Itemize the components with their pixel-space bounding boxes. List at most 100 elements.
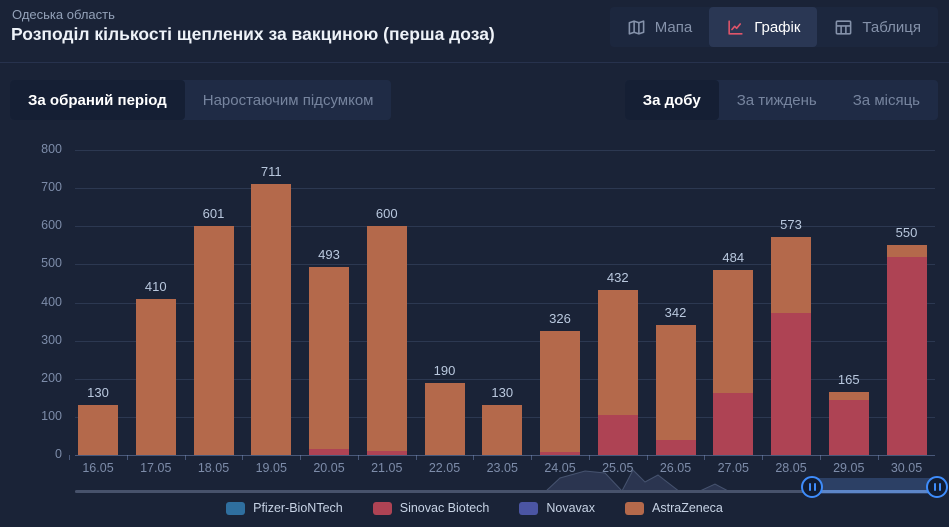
chart-legend: Pfizer-BioNTech Sinovac Biotech Novavax Ast… (0, 501, 949, 515)
bar-segment-AstraZeneca[interactable] (366, 226, 407, 452)
bar-value-label: 550 (895, 225, 918, 241)
x-axis-tick-label: 21.05 (371, 461, 403, 475)
x-axis-tick (415, 455, 417, 460)
tab-map-label: Мапа (654, 18, 693, 36)
bar-value-label: 130 (87, 385, 109, 401)
bar-25.05[interactable] (597, 290, 638, 455)
bar-segment-Sinovac Biotech[interactable] (597, 414, 638, 455)
bar-segment-AstraZeneca[interactable] (886, 245, 927, 257)
x-axis-tick (531, 455, 533, 460)
bar-segment-Sinovac Biotech[interactable] (366, 451, 407, 455)
tab-chart[interactable]: Графік (709, 7, 818, 47)
x-axis-tick-label: 30.05 (890, 461, 923, 475)
navigator-right-handle[interactable] (926, 476, 948, 498)
x-axis-tick (704, 455, 706, 460)
bar-segment-AstraZeneca[interactable] (655, 324, 696, 440)
navigator-track[interactable] (75, 490, 812, 493)
x-axis-tick (69, 455, 71, 460)
bar-segment-AstraZeneca[interactable] (540, 330, 580, 452)
x-axis-tick (762, 455, 764, 460)
x-axis-tick-label: 22.05 (428, 461, 461, 475)
table-icon (834, 18, 853, 37)
tab-table[interactable]: Таблиця (817, 7, 938, 47)
bar-value-label: 493 (318, 247, 340, 263)
gridline (75, 340, 935, 342)
bar-segment-Sinovac Biotech[interactable] (771, 313, 811, 455)
legend-label: AstraZeneca (652, 501, 723, 515)
bar-segment-AstraZeneca[interactable] (424, 382, 465, 455)
bar-segment-AstraZeneca[interactable] (135, 298, 176, 455)
gridline (75, 302, 935, 304)
bar-20.05[interactable] (309, 267, 349, 455)
x-axis-tick (357, 455, 359, 460)
bar-23.05[interactable] (482, 405, 523, 455)
bar-segment-Sinovac Biotech[interactable] (540, 451, 580, 455)
chart-icon (726, 18, 745, 37)
bar-segment-AstraZeneca[interactable] (193, 225, 234, 455)
bar-value-label: 410 (144, 278, 167, 294)
bar-segment-Sinovac Biotech[interactable] (886, 256, 927, 455)
bar-value-label: 600 (375, 206, 398, 222)
bar-segment-Sinovac Biotech[interactable] (828, 399, 869, 455)
bar-segment-AstraZeneca[interactable] (828, 392, 869, 400)
y-axis-tick-label: 700 (41, 180, 62, 195)
y-axis-tick-label: 400 (41, 294, 62, 309)
bar-value-label: 484 (722, 250, 745, 266)
bar-value-label: 190 (433, 362, 456, 378)
bar-segment-AstraZeneca[interactable] (597, 290, 638, 415)
bar-28.05[interactable] (771, 236, 811, 455)
legend-swatch (519, 501, 539, 515)
x-axis-tick (588, 455, 590, 460)
bar-segment-Sinovac Biotech[interactable] (309, 449, 349, 455)
x-axis-tick-label: 19.05 (255, 461, 287, 475)
legend-item-Sinovac Biotech[interactable]: Sinovac Biotech (372, 501, 490, 515)
legend-item-Novavax[interactable]: Novavax (519, 501, 595, 515)
bar-value-label: 711 (260, 163, 282, 179)
legend-swatch (372, 501, 392, 515)
bar-segment-AstraZeneca[interactable] (771, 236, 811, 314)
legend-swatch (625, 501, 645, 515)
bar-segment-AstraZeneca[interactable] (251, 183, 292, 455)
toggle-selected-period[interactable]: За обраний період (10, 80, 185, 120)
bar-27.05[interactable] (713, 270, 754, 455)
bar-value-label: 432 (606, 270, 629, 286)
bar-segment-Sinovac Biotech[interactable] (655, 439, 696, 455)
map-icon (627, 18, 646, 37)
gridline (75, 226, 935, 228)
bar-segment-AstraZeneca[interactable] (713, 270, 754, 394)
bar-segment-Sinovac Biotech[interactable] (713, 393, 754, 455)
toggle-cumulative[interactable]: Наростаючим підсумком (202, 91, 374, 109)
gridline (75, 378, 935, 380)
navigator-left-handle[interactable] (801, 476, 823, 498)
pause-icon (808, 483, 811, 491)
tab-map[interactable]: Мапа (610, 7, 709, 47)
toggle-per-month[interactable]: За місяць (852, 91, 920, 109)
bar-16.05[interactable] (78, 405, 118, 455)
x-axis-tick-label: 18.05 (197, 461, 230, 475)
bar-22.05[interactable] (424, 382, 465, 455)
gridline (75, 455, 935, 456)
x-axis-tick (184, 455, 186, 460)
bar-29.05[interactable] (828, 392, 869, 455)
legend-item-Pfizer-BioNTech[interactable]: Pfizer-BioNTech (226, 501, 343, 515)
pause-icon (813, 483, 816, 491)
x-axis-tick-label: 25.05 (602, 461, 634, 475)
legend-item-AstraZeneca[interactable]: AstraZeneca (625, 501, 723, 515)
toggle-per-day[interactable]: За добу (624, 80, 719, 120)
bar-18.05[interactable] (193, 225, 234, 455)
x-axis-tick (819, 455, 821, 460)
bar-19.05[interactable] (251, 183, 292, 455)
legend-label: Novavax (546, 501, 596, 515)
toggle-per-week[interactable]: За тиждень (736, 91, 817, 109)
bar-segment-AstraZeneca[interactable] (78, 405, 118, 455)
bar-21.05[interactable] (366, 226, 407, 455)
y-axis-tick-label: 300 (41, 332, 62, 347)
bar-24.05[interactable] (540, 330, 580, 455)
legend-label: Sinovac Biotech (399, 501, 490, 515)
bar-26.05[interactable] (655, 324, 696, 455)
bar-segment-AstraZeneca[interactable] (309, 267, 349, 450)
bar-30.05[interactable] (886, 245, 927, 455)
bar-segment-AstraZeneca[interactable] (482, 405, 523, 455)
bar-17.05[interactable] (135, 298, 176, 455)
